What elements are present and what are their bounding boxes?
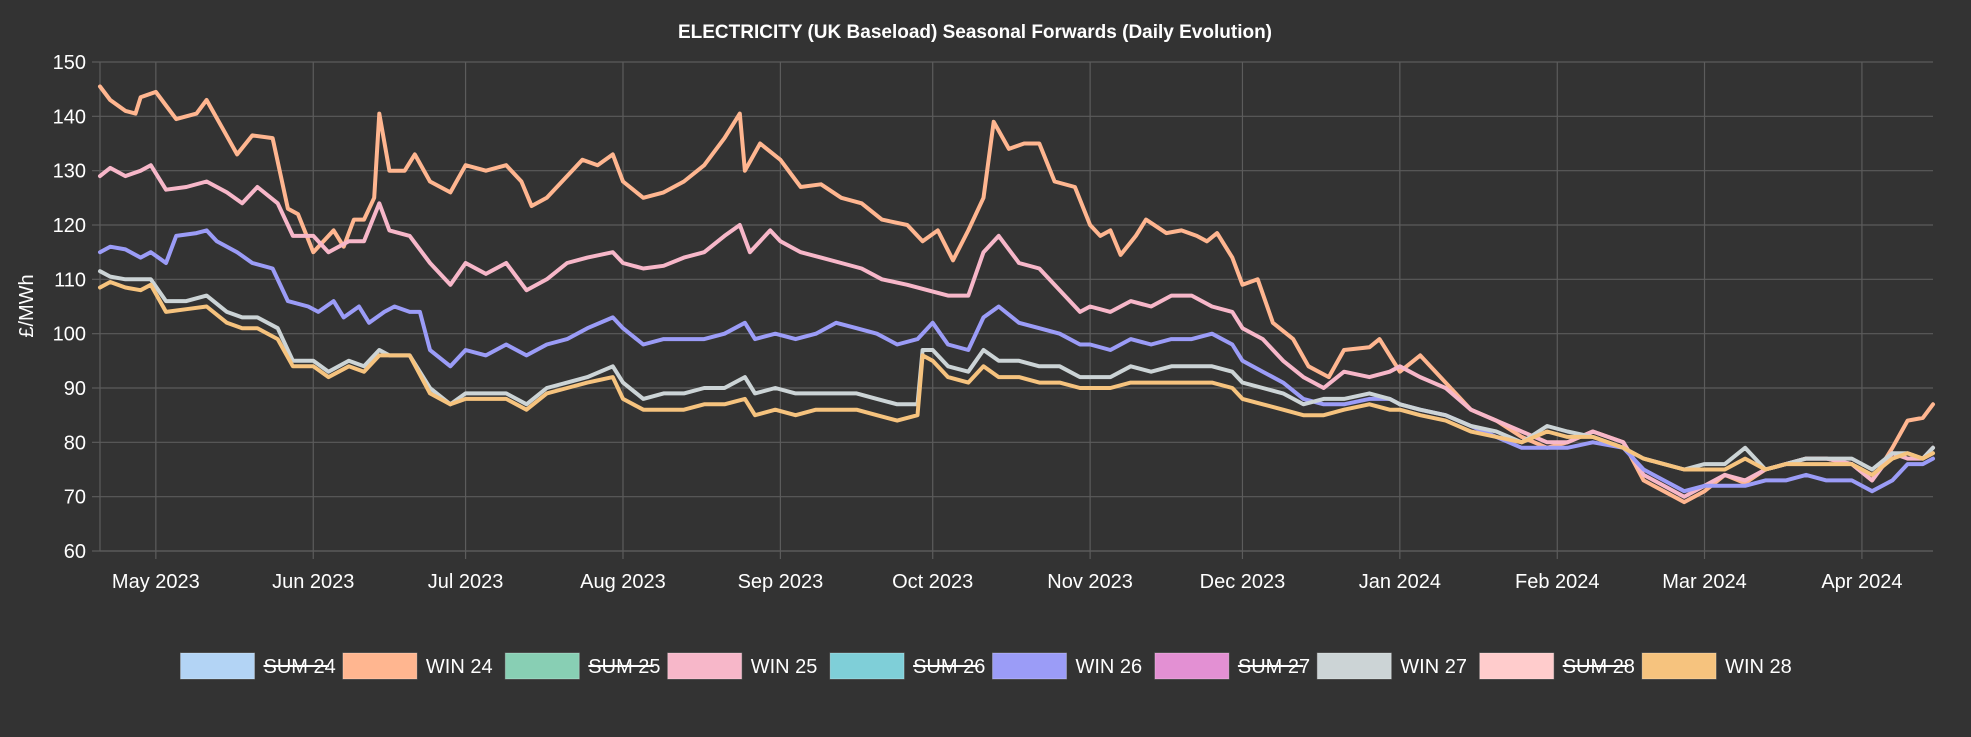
legend-item-sum-27[interactable]: SUM 27 xyxy=(1154,652,1310,680)
y-tick-label: 110 xyxy=(54,269,86,291)
y-tick-label: 120 xyxy=(53,215,86,237)
x-tick-label: Aug 2023 xyxy=(580,571,666,593)
series-line-win-27 xyxy=(98,269,1935,472)
x-tick-label: Jan 2024 xyxy=(1359,571,1441,593)
x-tick-label: Sep 2023 xyxy=(738,571,824,593)
legend-item-sum-28[interactable]: SUM 28 xyxy=(1479,652,1635,680)
legend-swatch xyxy=(342,652,418,680)
legend-swatch xyxy=(504,652,580,680)
y-tick-label: 140 xyxy=(53,106,86,128)
legend-item-win-24[interactable]: WIN 24 xyxy=(342,652,493,680)
legend-item-sum-25[interactable]: SUM 25 xyxy=(504,652,661,680)
legend-swatch xyxy=(1641,652,1717,680)
y-axis-label: £/MWh xyxy=(16,274,38,337)
chart-title: ELECTRICITY (UK Baseload) Seasonal Forwa… xyxy=(678,22,1272,43)
legend-label: WIN 28 xyxy=(1725,656,1792,678)
x-tick-label: May 2023 xyxy=(112,571,200,593)
legend-item-win-25[interactable]: WIN 25 xyxy=(667,652,818,680)
legend-swatch xyxy=(180,652,255,680)
legend-item-sum-26[interactable]: SUM 26 xyxy=(829,652,985,680)
legend-item-win-27[interactable]: WIN 27 xyxy=(1316,652,1467,680)
legend-swatch xyxy=(667,652,743,680)
legend-swatch xyxy=(1316,652,1392,680)
y-tick-label: 100 xyxy=(53,324,86,346)
x-tick-label: Oct 2023 xyxy=(892,571,973,593)
legend-label: WIN 25 xyxy=(751,656,818,678)
legend-swatch xyxy=(829,652,905,680)
x-tick-label: Apr 2024 xyxy=(1821,571,1902,593)
x-tick-label: Jun 2023 xyxy=(272,571,354,593)
y-tick-label: 60 xyxy=(64,541,86,563)
y-tick-label: 90 xyxy=(64,378,86,400)
legend-item-win-26[interactable]: WIN 26 xyxy=(992,652,1143,680)
series-line-win-26 xyxy=(98,228,1935,494)
series-line-win-25 xyxy=(98,163,1935,499)
series-line-win-24 xyxy=(98,84,1935,505)
legend-swatch xyxy=(1154,652,1230,680)
legend-swatch xyxy=(1479,652,1555,680)
y-tick-label: 70 xyxy=(64,487,86,509)
x-tick-label: Mar 2024 xyxy=(1662,571,1747,593)
y-tick-label: 80 xyxy=(64,432,86,454)
legend-label: WIN 27 xyxy=(1400,656,1467,678)
series-layer xyxy=(98,84,1935,505)
legend-label: WIN 26 xyxy=(1076,656,1143,678)
legend[interactable]: SUM 24 WIN 24 SUM 25 WIN 25 SUM 26 WIN 26 SUM … xyxy=(180,652,1792,680)
legend-item-sum-24[interactable]: SUM 24 xyxy=(180,652,336,680)
grid: 60 70 80 90 100 110 120 130 140 150 May 2023 Jun 20… xyxy=(53,52,1933,593)
y-tick-label: 150 xyxy=(53,52,86,74)
x-tick-label: Feb 2024 xyxy=(1515,571,1600,593)
legend-item-win-28[interactable]: WIN 28 xyxy=(1641,652,1792,680)
x-tick-label: Jul 2023 xyxy=(428,571,504,593)
legend-swatch xyxy=(992,652,1067,680)
series-line-win-28 xyxy=(98,280,1935,477)
x-tick-label: Dec 2023 xyxy=(1200,571,1286,593)
y-tick-label: 130 xyxy=(53,161,86,183)
x-tick-label: Nov 2023 xyxy=(1047,571,1133,593)
legend-label: WIN 24 xyxy=(426,656,493,678)
